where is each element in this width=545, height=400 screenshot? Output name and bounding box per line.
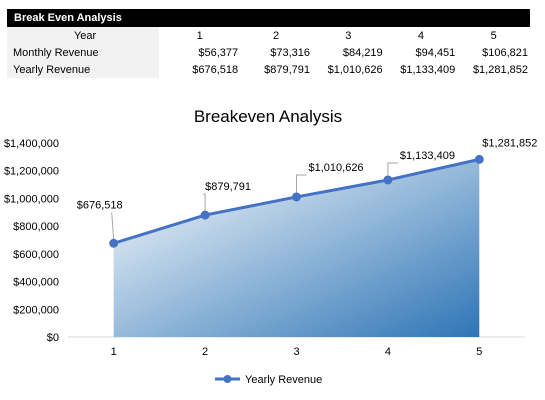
cell: 5 [490,29,497,42]
x-tick-label: 3 [293,346,299,358]
data-point [200,210,210,220]
revenue-table: Year 1 2 3 4 5 Monthly Revenue $56,377 $… [7,27,530,78]
y-tick-label: $1,400,000 [4,138,59,150]
sheet-title: Break Even Analysis [7,9,530,27]
cell: $94,451 [415,46,456,59]
cell: $56,377 [198,46,239,59]
data-label-leader [111,212,115,241]
series-area [113,159,480,337]
plot-area: $676,518 $879,791 $1,010,626 $1,133,409 $1,2… [77,137,537,337]
x-axis: 1 2 3 4 5 [68,336,525,358]
y-tick-label: $800,000 [13,221,59,233]
breakeven-chart: Breakeven Analysis $0 $200,000 $400,000 $60… [4,107,537,386]
cell: $1,010,626 [327,63,383,76]
data-label-leader [387,162,398,177]
y-axis: $0 $200,000 $400,000 $600,000 $800,000 $1,000… [4,138,59,344]
x-tick-label: 2 [202,346,208,358]
cell: $73,316 [270,46,310,59]
legend: Yearly Revenue [215,374,322,386]
y-tick-label: $0 [47,332,59,344]
cell: 3 [345,29,352,42]
table-row-monthly: Monthly Revenue $56,377 $73,316 $84,219 … [7,44,530,61]
legend-label: Yearly Revenue [245,374,322,386]
cell: 1 [196,29,203,42]
data-label-leader [296,174,307,194]
y-tick-label: $600,000 [13,249,59,261]
table-row-yearly: Yearly Revenue $676,518 $879,791 $1,010,… [7,61,530,78]
data-point [292,192,301,202]
row-label: Yearly Revenue [7,61,160,78]
x-tick-label: 1 [111,346,117,358]
y-tick-label: $200,000 [13,304,59,316]
data-label: $879,791 [205,181,251,193]
cell: $1,133,409 [400,63,456,76]
row-label: Monthly Revenue [7,44,160,61]
data-label: $1,133,409 [400,150,455,162]
y-tick-label: $400,000 [13,277,59,289]
cell: 2 [273,29,280,42]
data-label: $1,281,852 [482,137,537,149]
row-label: Year [7,27,160,44]
table-row-year: Year 1 2 3 4 5 [7,27,530,44]
data-label: $676,518 [77,199,123,211]
x-tick-label: 5 [476,346,482,358]
cell: 4 [417,29,425,42]
data-point [109,238,119,248]
cell: $106,821 [482,46,528,59]
chart-title: Breakeven Analysis [194,107,342,126]
data-label: $1,010,626 [309,162,364,174]
legend-marker-dot [223,375,232,383]
data-point [383,175,393,185]
y-tick-label: $1,200,000 [4,166,59,178]
cell: $676,518 [192,63,239,76]
cell: $879,791 [264,63,310,76]
cell: $84,219 [342,46,383,59]
data-point [474,154,484,164]
x-tick-label: 4 [385,346,391,358]
cell: $1,281,852 [472,63,528,76]
data-label-leader [203,193,206,213]
y-tick-label: $1,000,000 [4,193,59,205]
